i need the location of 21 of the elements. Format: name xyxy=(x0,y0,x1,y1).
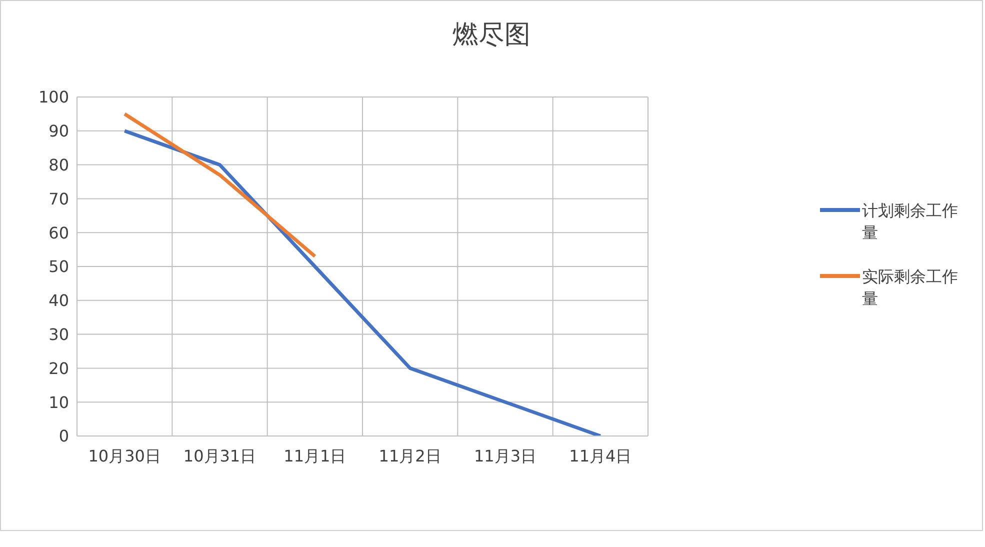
y-tick-label: 100 xyxy=(38,88,69,107)
x-tick-label: 10月31日 xyxy=(183,446,256,466)
line-series xyxy=(122,129,602,436)
x-tick-label: 11月3日 xyxy=(474,446,537,466)
chart-title: 燃尽图 xyxy=(452,19,532,52)
y-tick-label: 80 xyxy=(48,155,69,174)
x-tick-label: 10月30日 xyxy=(88,446,161,466)
y-tick-label: 60 xyxy=(48,223,69,242)
y-tick-label: 90 xyxy=(48,122,69,141)
x-tick-label: 11月1日 xyxy=(284,446,346,466)
y-tick-label: 20 xyxy=(48,358,69,378)
x-tick-label: 11月4日 xyxy=(569,446,632,466)
y-tick-label: 0 xyxy=(58,426,69,446)
legend-label: 实际剩余工作量 xyxy=(862,266,959,310)
x-tick-label: 11月2日 xyxy=(378,446,442,466)
y-tick-label: 10 xyxy=(48,392,69,412)
y-tick-label: 70 xyxy=(48,189,69,208)
y-tick-label: 50 xyxy=(48,257,69,276)
y-tick-label: 30 xyxy=(48,324,69,344)
y-tick-label: 40 xyxy=(48,291,69,310)
legend-label: 计划剩余工作量 xyxy=(862,200,959,244)
